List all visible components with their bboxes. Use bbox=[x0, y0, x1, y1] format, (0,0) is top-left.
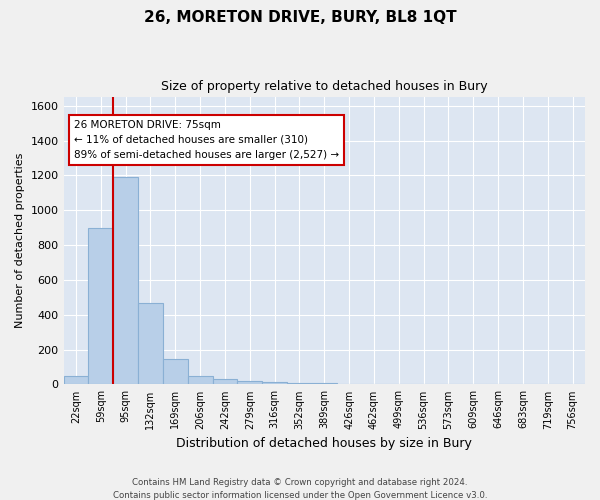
Bar bbox=[138, 304, 163, 384]
Text: Contains HM Land Registry data © Crown copyright and database right 2024.
Contai: Contains HM Land Registry data © Crown c… bbox=[113, 478, 487, 500]
Bar bbox=[88, 228, 113, 384]
Title: Size of property relative to detached houses in Bury: Size of property relative to detached ho… bbox=[161, 80, 488, 93]
Bar bbox=[113, 177, 138, 384]
Bar bbox=[212, 379, 238, 384]
Bar bbox=[287, 382, 312, 384]
Y-axis label: Number of detached properties: Number of detached properties bbox=[15, 153, 25, 328]
Bar bbox=[64, 376, 88, 384]
Text: 26, MORETON DRIVE, BURY, BL8 1QT: 26, MORETON DRIVE, BURY, BL8 1QT bbox=[143, 10, 457, 25]
Bar bbox=[188, 376, 212, 384]
Bar bbox=[262, 382, 287, 384]
X-axis label: Distribution of detached houses by size in Bury: Distribution of detached houses by size … bbox=[176, 437, 472, 450]
Bar bbox=[312, 382, 337, 384]
Bar bbox=[163, 358, 188, 384]
Text: 26 MORETON DRIVE: 75sqm
← 11% of detached houses are smaller (310)
89% of semi-d: 26 MORETON DRIVE: 75sqm ← 11% of detache… bbox=[74, 120, 339, 160]
Bar bbox=[238, 381, 262, 384]
